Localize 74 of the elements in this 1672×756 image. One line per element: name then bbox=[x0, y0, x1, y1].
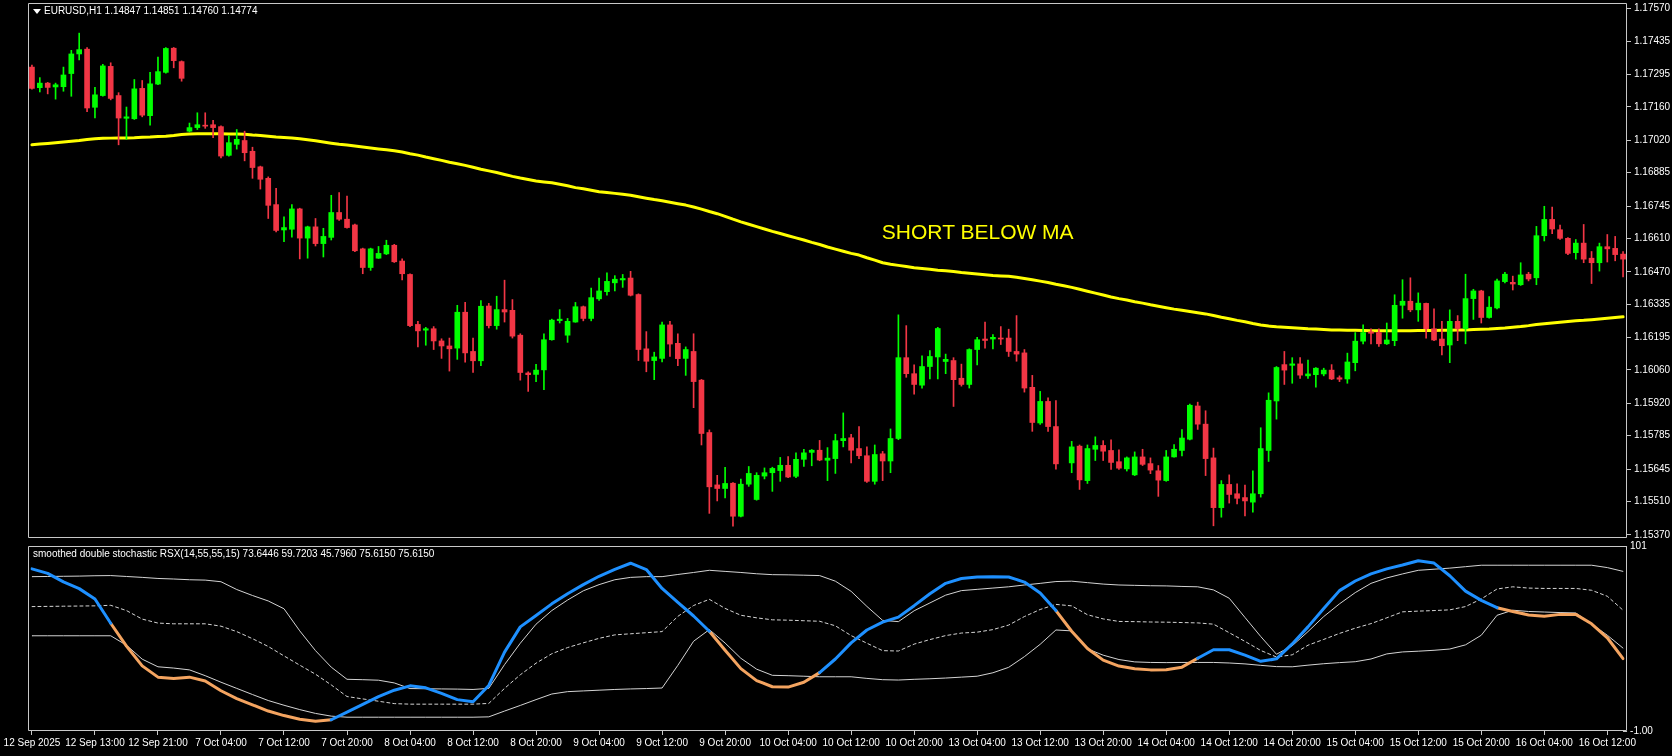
x-tick-label: 14 Oct 12:00 bbox=[1200, 736, 1259, 748]
x-tick-label: 13 Oct 12:00 bbox=[1011, 736, 1070, 748]
candlestick bbox=[1250, 470, 1256, 513]
x-tick-label: 10 Oct 04:00 bbox=[759, 736, 818, 748]
candlestick bbox=[210, 120, 216, 138]
candlestick bbox=[777, 457, 784, 482]
y-tick-label: 1.17160 bbox=[1634, 100, 1671, 112]
candlestick bbox=[1415, 292, 1422, 322]
y-tick-label: 1.15920 bbox=[1634, 397, 1671, 409]
candlestick bbox=[714, 475, 721, 502]
y-tick-label: 1.17020 bbox=[1634, 134, 1671, 146]
candlestick bbox=[422, 326, 429, 346]
candlestick bbox=[990, 334, 996, 350]
y-tick-label: -1.00 bbox=[1630, 724, 1654, 736]
x-tick-label: 10 Oct 12:00 bbox=[822, 736, 881, 748]
x-tick-label: 14 Oct 20:00 bbox=[1263, 736, 1322, 748]
candlestick bbox=[1092, 436, 1099, 461]
y-tick-label: 1.16470 bbox=[1634, 265, 1671, 277]
y-tick-label: 1.15645 bbox=[1634, 462, 1671, 474]
y-tick-label: 101 bbox=[1630, 539, 1648, 551]
y-tick-label: 1.16745 bbox=[1634, 199, 1671, 211]
y-tick-label: 1.16335 bbox=[1634, 297, 1671, 309]
annotation: SHORT BELOW MA bbox=[881, 219, 1074, 244]
x-tick-label: 13 Oct 20:00 bbox=[1074, 736, 1133, 748]
y-tick-label: 1.16610 bbox=[1634, 232, 1671, 244]
chart-title: EURUSD,H1 1.14847 1.14851 1.14760 1.14774 bbox=[44, 5, 258, 17]
candlestick bbox=[525, 371, 532, 392]
candlestick bbox=[856, 426, 862, 459]
candlestick bbox=[1509, 275, 1516, 291]
candlestick bbox=[556, 309, 563, 324]
candlestick bbox=[76, 32, 83, 61]
y-tick-label: 1.17570 bbox=[1634, 2, 1671, 14]
x-tick-label: 12 Sep 21:00 bbox=[128, 736, 189, 748]
candlestick bbox=[1383, 322, 1390, 345]
candlestick bbox=[651, 351, 658, 381]
candlestick bbox=[1242, 484, 1248, 517]
x-tick-label: 15 Oct 12:00 bbox=[1389, 736, 1448, 748]
x-tick-label: 14 Oct 04:00 bbox=[1137, 736, 1196, 748]
x-tick-label: 7 Oct 04:00 bbox=[195, 736, 248, 748]
x-tick-label: 16 Oct 04:00 bbox=[1515, 736, 1574, 748]
x-tick-label: 8 Oct 12:00 bbox=[447, 736, 500, 748]
y-tick-label: 1.15785 bbox=[1634, 429, 1671, 441]
candlestick bbox=[1368, 328, 1374, 345]
candlestick bbox=[808, 449, 815, 467]
y-tick-label: 1.15370 bbox=[1634, 528, 1671, 540]
candlestick bbox=[840, 412, 847, 448]
x-tick-label: 9 Oct 04:00 bbox=[573, 736, 626, 748]
y-tick-label: 1.17295 bbox=[1634, 68, 1671, 80]
x-tick-label: 7 Oct 20:00 bbox=[321, 736, 374, 748]
x-tick-label: 12 Sep 13:00 bbox=[65, 736, 126, 748]
candlestick bbox=[1604, 234, 1611, 263]
candlestick bbox=[1439, 320, 1445, 356]
candlestick bbox=[281, 216, 287, 243]
candlestick bbox=[1289, 357, 1296, 384]
candlestick bbox=[619, 274, 626, 288]
candlestick bbox=[722, 467, 728, 499]
y-tick-label: 1.16195 bbox=[1634, 331, 1671, 343]
x-tick-label: 12 Sep 2025 bbox=[3, 736, 61, 748]
x-tick-label: 13 Oct 04:00 bbox=[948, 736, 1007, 748]
x-tick-label: 8 Oct 20:00 bbox=[510, 736, 563, 748]
x-tick-label: 9 Oct 20:00 bbox=[699, 736, 752, 748]
x-tick-label: 15 Oct 04:00 bbox=[1326, 736, 1385, 748]
x-tick-label: 16 Oct 12:00 bbox=[1578, 736, 1637, 748]
y-tick-label: 1.15510 bbox=[1634, 495, 1671, 507]
x-tick-label: 8 Oct 04:00 bbox=[384, 736, 437, 748]
y-tick-label: 1.16060 bbox=[1634, 363, 1671, 375]
candlestick bbox=[982, 321, 988, 349]
y-tick-label: 1.16885 bbox=[1634, 166, 1671, 178]
y-tick-label: 1.17435 bbox=[1634, 34, 1671, 46]
x-tick-label: 9 Oct 12:00 bbox=[636, 736, 689, 748]
x-tick-label: 15 Oct 20:00 bbox=[1452, 736, 1511, 748]
chart-title: smoothed double stochastic RSX(14,55,55,15) 73.6446 59.7203 45.7960 75.6150 75.6150 bbox=[33, 548, 435, 560]
x-tick-label: 10 Oct 20:00 bbox=[885, 736, 944, 748]
x-tick-label: 7 Oct 12:00 bbox=[258, 736, 311, 748]
